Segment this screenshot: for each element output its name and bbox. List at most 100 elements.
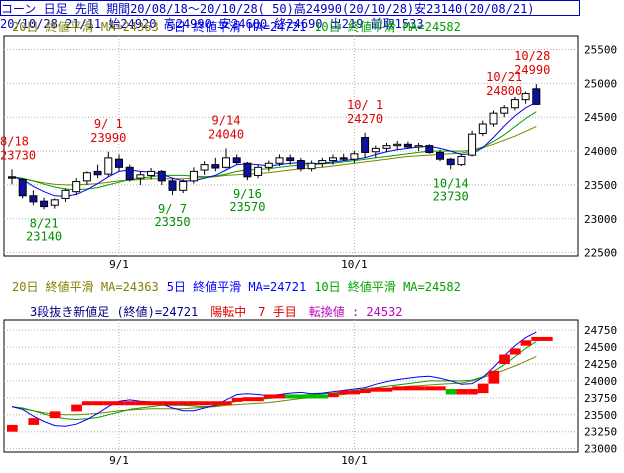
break-brick	[392, 386, 403, 391]
break-chart-y-tick-label: 23750	[584, 392, 617, 405]
break-brick	[7, 424, 18, 432]
price-chart-legend-item: 5日 終値平滑 MA=24721	[167, 19, 306, 34]
candle-body	[414, 145, 423, 148]
candle-body	[179, 181, 188, 191]
candle-body	[532, 88, 541, 105]
candle-body	[18, 179, 27, 197]
break-brick	[253, 397, 264, 402]
candle-body	[243, 162, 252, 178]
candle-body	[425, 145, 434, 153]
candle-body	[72, 181, 81, 193]
candle-body	[8, 176, 16, 179]
break-brick	[81, 401, 93, 406]
candle-body	[329, 157, 337, 162]
price-chart-x-tick-label: 9/1	[109, 258, 129, 271]
high-annotation-date: 9/ 1	[94, 117, 123, 131]
break-brick	[285, 394, 296, 399]
break-brick	[456, 389, 468, 395]
break-brick	[402, 386, 414, 391]
break-brick	[360, 389, 371, 394]
break-chart-y-tick-label: 24000	[584, 375, 617, 388]
price-chart-y-tick-label: 24500	[584, 111, 617, 124]
break-brick	[49, 411, 61, 419]
break-chart-y-tick-label: 24250	[584, 358, 617, 371]
break-brick	[221, 401, 232, 406]
candle-body	[50, 199, 59, 206]
candle-body	[147, 170, 156, 176]
low-annotation-date: 10/14	[433, 176, 469, 190]
break-brick	[28, 418, 40, 425]
low-annotation-date: 8/21	[30, 216, 59, 230]
break-brick	[499, 354, 510, 364]
break-chart-info: 陽転中	[210, 304, 246, 319]
break-chart-y-tick-label: 24750	[584, 324, 617, 337]
break-ma20-line	[11, 355, 537, 416]
candle-body	[403, 143, 412, 148]
candle-body	[61, 189, 70, 199]
candle-body	[318, 160, 327, 164]
candle-body	[82, 172, 91, 182]
high-annotation-value: 23990	[90, 131, 126, 145]
ma20-line	[11, 126, 537, 186]
break-brick	[210, 401, 221, 406]
candle-body	[125, 166, 134, 181]
candle-body	[500, 107, 509, 114]
break-brick	[424, 386, 435, 391]
break-chart-y-tick-label: 24500	[584, 341, 617, 354]
break-brick	[413, 386, 425, 391]
candle-body	[115, 158, 123, 168]
break-brick	[167, 401, 179, 406]
break-brick	[263, 394, 275, 399]
break-brick	[477, 383, 489, 394]
break-chart-info: 7 手目	[258, 305, 296, 319]
candle-body	[468, 133, 477, 156]
candle-body	[222, 157, 230, 168]
price-chart-y-tick-label: 24000	[584, 145, 617, 158]
candle-body	[393, 143, 402, 147]
candle-body	[136, 174, 145, 179]
low-annotation-date: 9/ 7	[158, 202, 187, 216]
break-chart-y-tick-label: 23250	[584, 426, 617, 439]
break-chart-x-tick-label: 10/1	[341, 454, 368, 467]
candle-body	[29, 195, 38, 203]
candle-body	[350, 153, 359, 160]
price-chart-x-tick-label: 10/1	[341, 258, 368, 271]
break-chart-legend-item: 5日 終値平滑 MA=24721	[167, 279, 306, 294]
break-brick	[242, 397, 254, 402]
price-chart-legend-item: 20日 終値平滑 MA=24363	[12, 19, 159, 34]
low-annotation-date: 9/16	[233, 187, 262, 201]
candle-body	[264, 162, 273, 168]
high-annotation-date: 10/21	[486, 70, 522, 84]
header-title: コーン 日足 先限 期間20/08/18～20/10/28( 50)高24990…	[0, 0, 580, 16]
break-brick	[467, 389, 478, 395]
candle-body	[200, 164, 209, 171]
break-brick	[381, 387, 393, 392]
price-chart-y-tick-label: 23500	[584, 179, 617, 192]
break-brick	[295, 394, 307, 399]
break-chart-legend-item: 20日 終値平滑 MA=24363	[12, 279, 159, 294]
break-chart-y-tick-label: 23500	[584, 409, 617, 422]
break-brick	[435, 386, 446, 391]
break-brick	[188, 401, 200, 406]
low-annotation-value: 23350	[154, 215, 190, 229]
high-annotation-value: 24990	[514, 63, 550, 77]
candle-body	[339, 157, 348, 160]
header-quote: 20/10/28 21/11 始24920 高24990 安24680 終246…	[0, 16, 580, 32]
candle-body	[478, 123, 487, 134]
candle-body	[510, 99, 519, 109]
break-brick	[488, 370, 500, 384]
break-chart-legend-item: 10日 終値平滑 MA=24582	[314, 279, 461, 294]
high-annotation-date: 9/14	[212, 113, 241, 127]
high-annotation-date: 10/ 1	[347, 98, 383, 112]
price-chart-y-tick-label: 23000	[584, 213, 617, 226]
break-brick	[178, 401, 189, 406]
break-brick	[509, 348, 521, 355]
candle-body	[93, 170, 102, 176]
break-brick	[370, 387, 382, 392]
candle-body	[446, 158, 455, 166]
low-annotation-value: 23570	[229, 200, 265, 214]
break-brick	[199, 401, 211, 406]
price-chart-y-tick-label: 25000	[584, 77, 617, 90]
candle-body	[307, 162, 316, 170]
